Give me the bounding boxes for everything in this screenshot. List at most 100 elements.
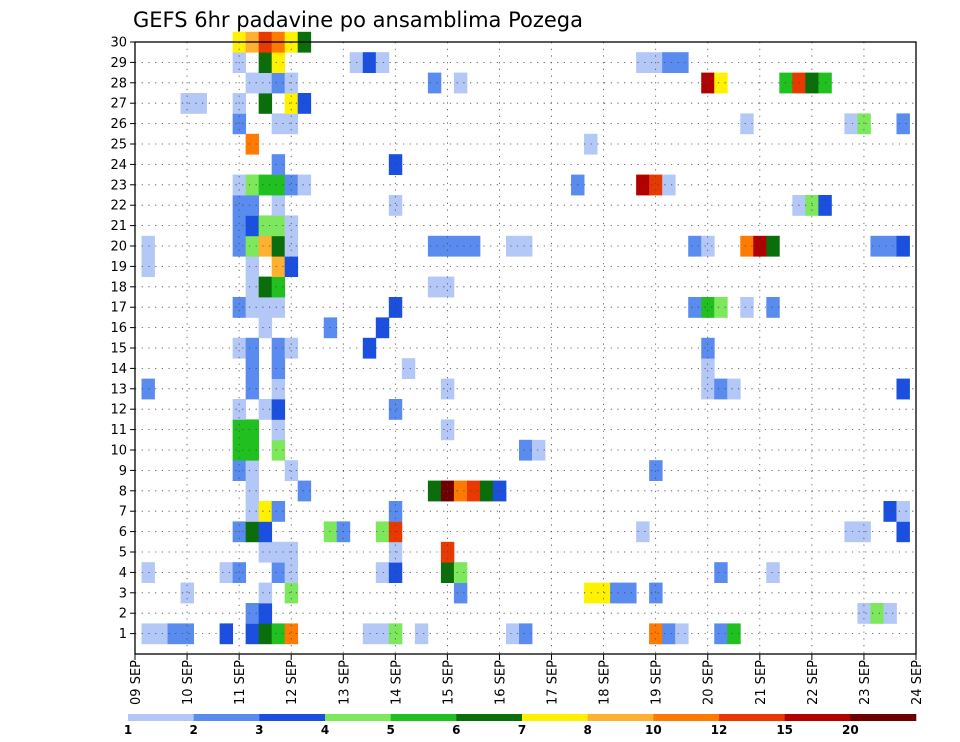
data-cell [245, 256, 260, 277]
data-cell [141, 623, 155, 645]
data-cell [701, 337, 715, 359]
y-tick-label: 17 [110, 301, 127, 316]
data-cell [167, 623, 181, 645]
legend-label: 8 [583, 723, 591, 737]
data-cell [427, 235, 442, 257]
data-cell [271, 174, 286, 196]
y-tick-label: 26 [110, 117, 127, 132]
y-tick-label: 6 [119, 525, 127, 540]
data-cell [675, 623, 689, 645]
data-cell [284, 235, 299, 257]
legend-label: 6 [452, 723, 460, 737]
data-cell [258, 215, 273, 237]
legend-label: 20 [842, 723, 859, 737]
data-cell [505, 235, 520, 257]
data-cell [466, 235, 481, 257]
data-cell [258, 52, 273, 73]
y-tick-label: 22 [110, 199, 127, 214]
data-cell [297, 93, 312, 114]
data-cell [375, 623, 390, 645]
y-axis: 1234567891011121314151617181920212223242… [110, 36, 135, 642]
data-cell [245, 195, 260, 216]
data-cell [245, 521, 260, 543]
data-cell [896, 378, 910, 400]
data-cell [818, 72, 832, 94]
data-cell [701, 378, 715, 400]
data-cell [440, 562, 455, 583]
x-tick-label: 13 SEP [337, 660, 352, 705]
data-cell [453, 480, 468, 502]
data-cell [440, 276, 455, 298]
data-cell [388, 399, 403, 420]
data-cell [766, 235, 780, 257]
data-cell [245, 480, 260, 502]
data-cell [141, 378, 155, 400]
data-cell [258, 297, 273, 318]
data-cell [649, 460, 663, 481]
data-cell [232, 113, 247, 135]
data-cell [675, 52, 689, 73]
data-cell [453, 562, 468, 583]
data-cell [232, 419, 247, 441]
y-tick-label: 20 [110, 240, 127, 255]
data-cell [740, 297, 754, 318]
legend-label: 2 [189, 723, 197, 737]
y-tick-label: 27 [110, 97, 127, 112]
y-tick-label: 16 [110, 321, 127, 336]
data-cell [271, 235, 286, 257]
data-cell [818, 195, 832, 216]
data-cell [505, 623, 520, 645]
data-cell [518, 623, 533, 645]
data-cell [453, 72, 468, 94]
legend-swatch [390, 714, 457, 721]
data-cell [245, 358, 260, 379]
data-cell [375, 562, 390, 583]
data-cell [180, 582, 194, 604]
data-cell [388, 562, 403, 583]
data-cell [245, 501, 260, 522]
data-cell [258, 72, 273, 94]
x-tick-label: 21 SEP [754, 660, 769, 705]
data-cell [284, 460, 299, 481]
data-cell [232, 195, 247, 216]
data-cell [375, 317, 390, 339]
data-cell [245, 378, 260, 400]
data-cell [154, 623, 168, 645]
data-cell [896, 113, 910, 135]
data-cell [375, 521, 390, 543]
data-cell [284, 337, 299, 359]
legend-swatch [653, 714, 720, 721]
x-tick-label: 23 SEP [858, 660, 873, 705]
data-cell [284, 582, 299, 604]
data-cell [232, 215, 247, 237]
data-cell [245, 174, 260, 196]
y-tick-label: 4 [119, 566, 127, 581]
y-tick-label: 29 [110, 56, 127, 71]
data-cell [271, 337, 286, 359]
data-cell [688, 235, 702, 257]
data-cell [271, 358, 286, 379]
data-cell [388, 623, 403, 645]
data-cell [271, 276, 286, 298]
data-cell [141, 235, 155, 257]
data-cell [388, 297, 403, 318]
data-cell [245, 419, 260, 441]
data-cell [766, 297, 780, 318]
x-tick-label: 15 SEP [441, 660, 456, 705]
data-cell [232, 297, 247, 318]
data-cell [896, 501, 910, 522]
y-tick-label: 10 [110, 444, 127, 459]
data-cell [297, 480, 312, 502]
data-cell [857, 603, 871, 624]
data-cell [271, 541, 286, 563]
chart-title: GEFS 6hr padavine po ansamblima Pozega [133, 8, 583, 32]
y-tick-label: 30 [110, 36, 127, 51]
data-cell [701, 235, 715, 257]
data-cell [232, 460, 247, 481]
data-cell [636, 521, 650, 543]
data-cell [232, 399, 247, 420]
data-cell [662, 623, 676, 645]
x-tick-label: 18 SEP [598, 660, 613, 705]
data-cell [258, 501, 273, 522]
